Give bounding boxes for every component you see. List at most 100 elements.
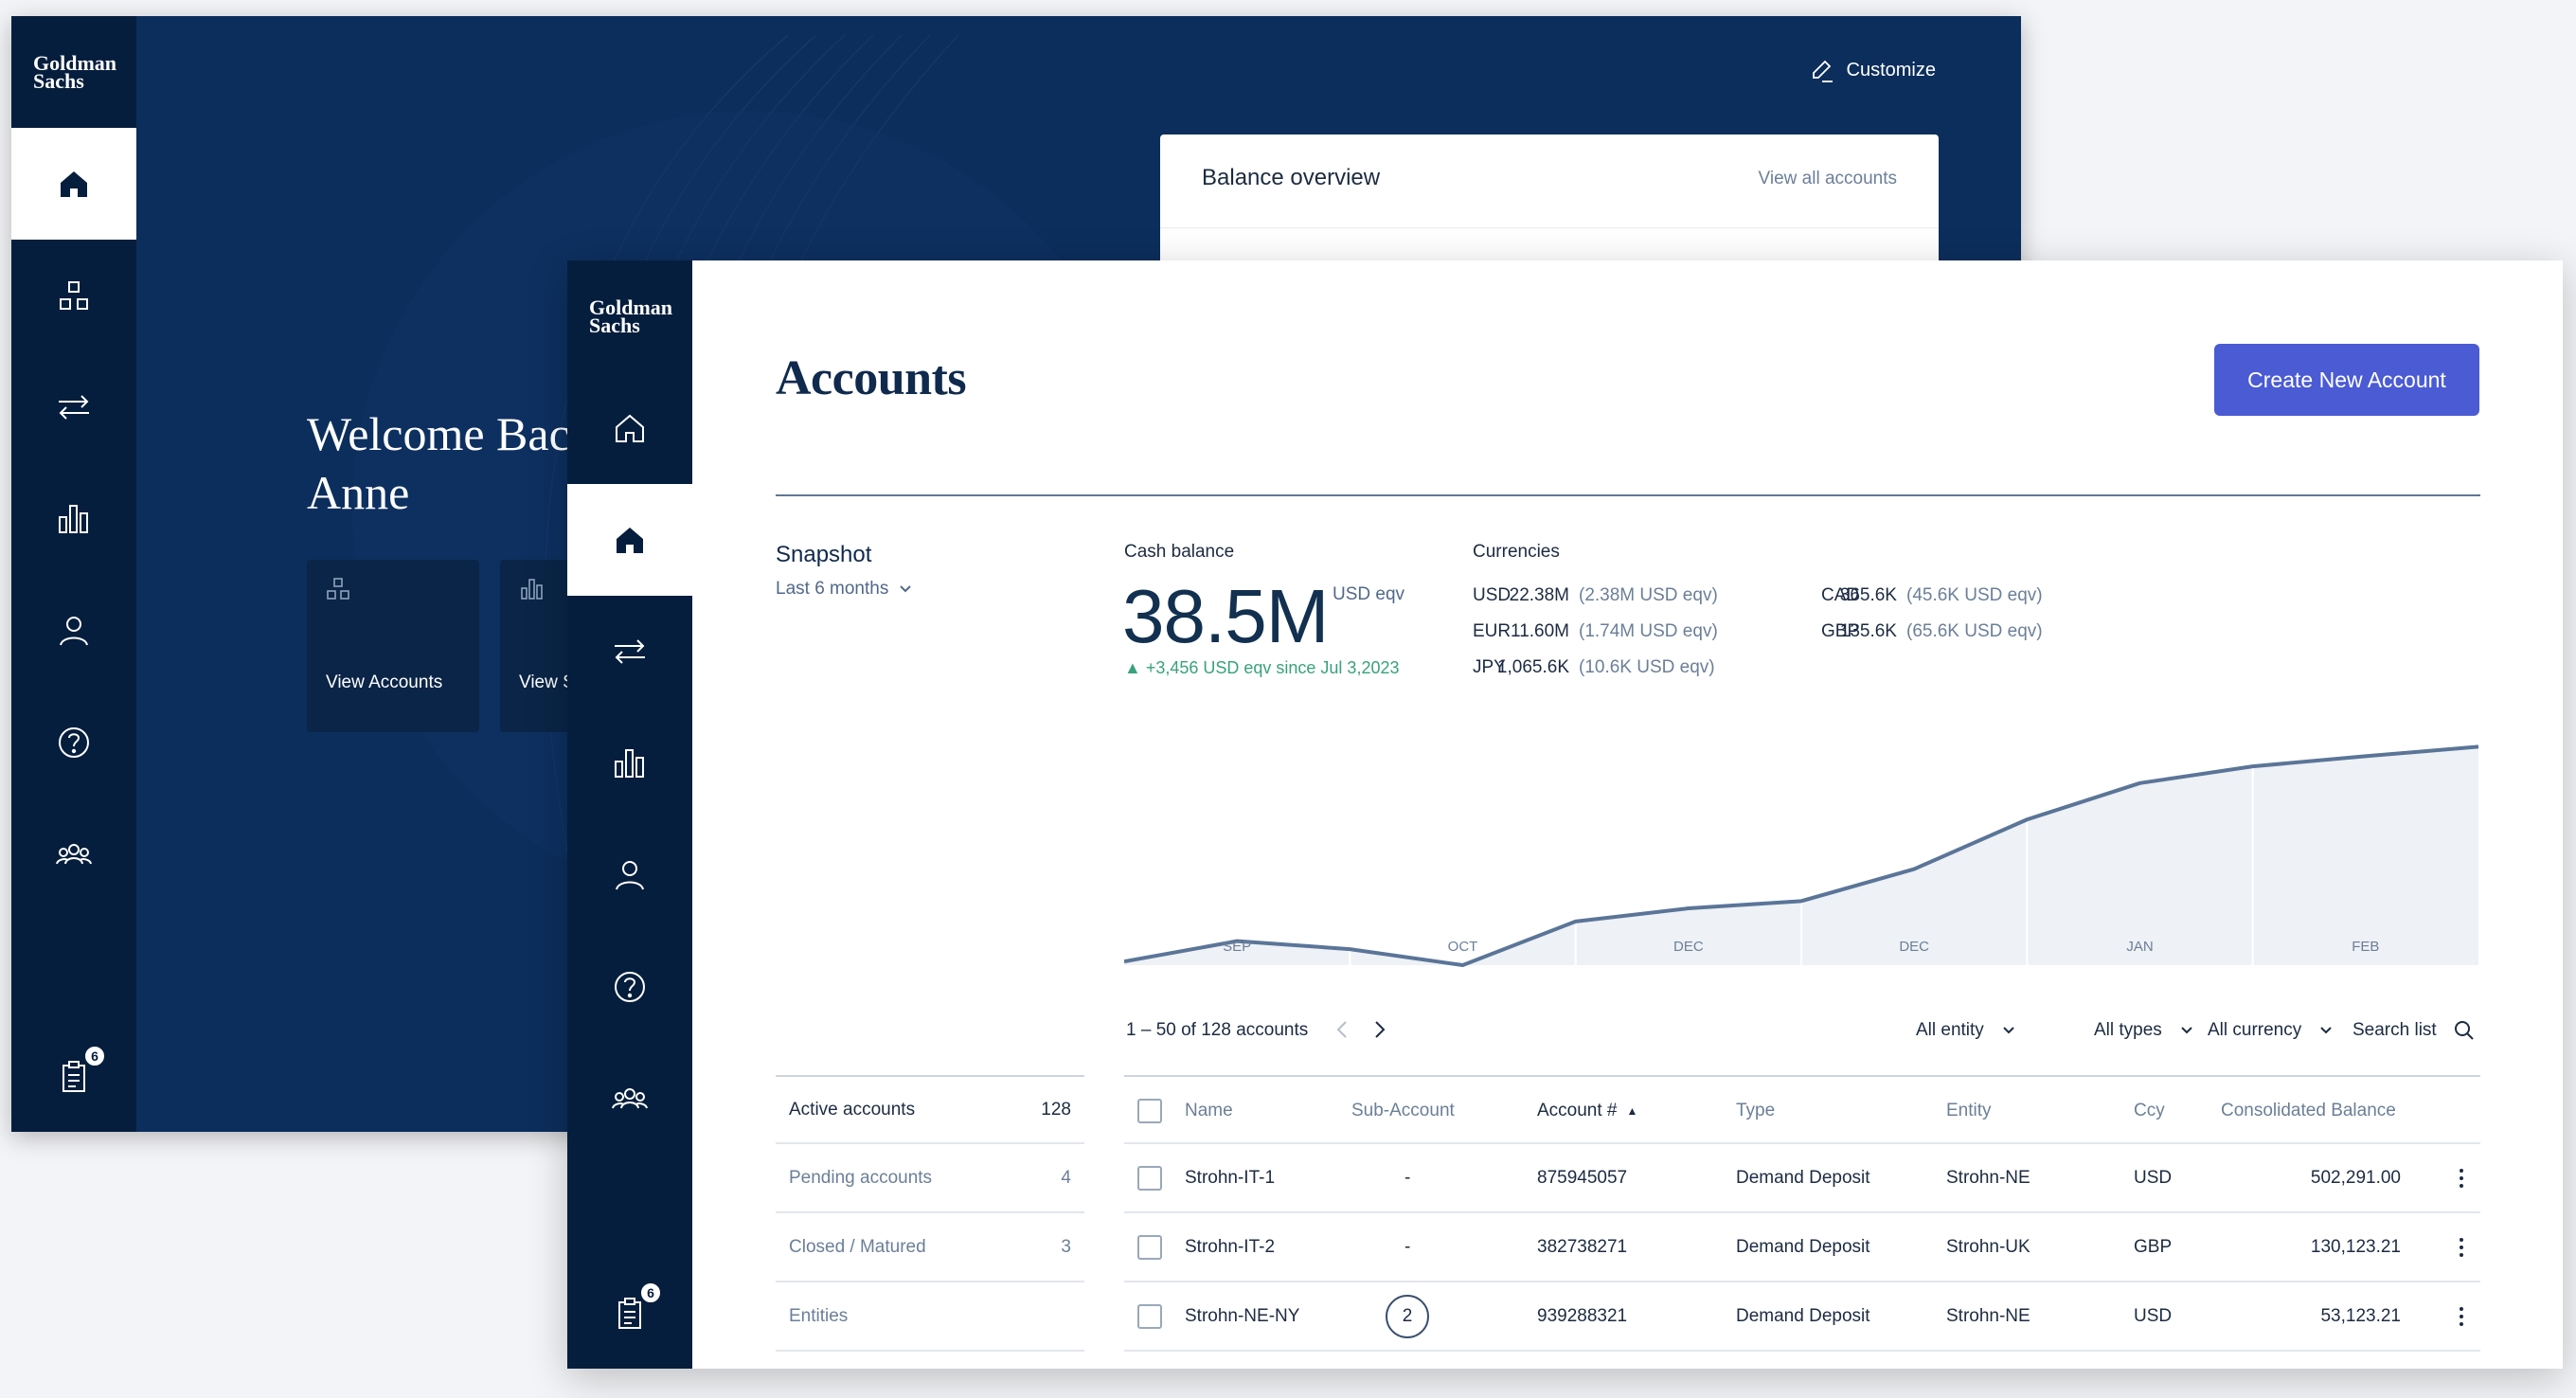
nav-team[interactable] <box>567 1043 692 1155</box>
help-icon <box>615 972 645 1002</box>
entity-filter-dropdown[interactable]: All entity <box>1916 1020 2016 1041</box>
help-icon <box>59 727 89 758</box>
account-name[interactable]: Strohn-NE-NY <box>1185 1305 1300 1326</box>
create-new-account-button[interactable]: Create New Account <box>2214 344 2479 416</box>
chart-area-fill <box>1124 746 2478 965</box>
chart-x-tick-label: SEP <box>1223 939 1251 955</box>
search-list-input[interactable]: Search list <box>2352 1020 2475 1041</box>
goldman-sachs-logo[interactable]: Goldman Sachs <box>589 296 673 337</box>
currency-code: CAD <box>1821 585 1860 605</box>
nav-profile[interactable] <box>567 819 692 931</box>
snapshot-range-dropdown[interactable]: Last 6 months <box>776 579 913 600</box>
account-balance: 130,123.21 <box>2310 1236 2401 1257</box>
pencil-icon <box>1812 60 1833 82</box>
statements-icon <box>521 579 543 600</box>
currency-code: EUR <box>1473 621 1512 641</box>
accounts-table: Name Sub-Account Account # ▲ Type Entity … <box>1124 1075 2480 1352</box>
nav-reports[interactable] <box>567 708 692 819</box>
column-sub-account[interactable]: Sub-Account <box>1351 1100 1455 1120</box>
side-item-pending-accounts[interactable]: Pending accounts 4 <box>776 1144 1084 1213</box>
sort-ascending-icon: ▲ <box>1626 1103 1638 1118</box>
goldman-sachs-logo[interactable]: Goldman Sachs <box>33 51 117 93</box>
currency-amount: 135.6K <box>1839 621 1897 641</box>
account-ccy: USD <box>2134 1167 2173 1188</box>
account-ccy: USD <box>2134 1305 2173 1326</box>
nav-help[interactable] <box>11 687 136 798</box>
view-accounts-tile[interactable]: View Accounts <box>307 560 479 732</box>
team-icon <box>612 1088 648 1109</box>
page-title: Accounts <box>776 351 967 405</box>
nav-transfers[interactable] <box>11 351 136 463</box>
table-row[interactable]: Strohn-IT-2 - 382738271 Demand Deposit S… <box>1124 1213 2480 1282</box>
account-number: 382738271 <box>1537 1236 1628 1257</box>
side-item-closed-matured[interactable]: Closed / Matured 3 <box>776 1213 1084 1282</box>
user-icon <box>60 617 88 646</box>
account-balance: 53,123.21 <box>2320 1305 2401 1326</box>
chart-x-tick-label: DEC <box>1899 939 1929 955</box>
table-row[interactable]: Strohn-IT-1 - 875945057 Demand Deposit S… <box>1124 1144 2480 1213</box>
table-row[interactable]: Strohn-NE-NY 2 939288321 Demand Deposit … <box>1124 1282 2480 1352</box>
welcome-heading: Welcome Bac Anne <box>307 407 570 519</box>
side-item-active-accounts[interactable]: Active accounts 128 <box>776 1075 1084 1144</box>
types-filter-label: All types <box>2094 1020 2162 1040</box>
column-consolidated-balance[interactable]: Consolidated Balance <box>2221 1100 2396 1120</box>
account-name[interactable]: Strohn-IT-1 <box>1185 1167 1276 1188</box>
row-menu-button[interactable] <box>2450 1237 2473 1258</box>
sub-account-count-badge[interactable]: 2 <box>1386 1294 1429 1338</box>
row-menu-button[interactable] <box>2450 1168 2473 1189</box>
row-checkbox[interactable] <box>1137 1234 1162 1260</box>
notification-badge: 6 <box>83 1045 106 1067</box>
side-item-count: 128 <box>1041 1099 1071 1120</box>
notification-badge: 6 <box>639 1282 662 1304</box>
currencies-label: Currencies <box>1473 542 1560 562</box>
customize-button[interactable]: Customize <box>1809 58 1936 82</box>
nav-reports[interactable] <box>11 463 136 575</box>
column-account-number[interactable]: Account # ▲ <box>1537 1100 1638 1120</box>
row-menu-button[interactable] <box>2450 1306 2473 1327</box>
nav-accounts[interactable] <box>11 240 136 351</box>
currency-eqv: (65.6K USD eqv) <box>1906 621 2043 641</box>
currency-eqv: (10.6K USD eqv) <box>1579 657 1715 677</box>
currency-filter-dropdown[interactable]: All currency <box>2208 1020 2334 1041</box>
column-name[interactable]: Name <box>1185 1100 1233 1120</box>
nav-team[interactable] <box>11 798 136 910</box>
account-name[interactable]: Strohn-IT-2 <box>1185 1236 1276 1257</box>
nav-home[interactable] <box>567 372 692 484</box>
select-all-checkbox[interactable] <box>1137 1098 1162 1123</box>
chart-x-tick-label: FEB <box>2352 939 2379 955</box>
clipboard-icon <box>63 1061 85 1092</box>
account-entity: Strohn-NE <box>1946 1305 2030 1326</box>
account-status-list: Active accounts 128 Pending accounts 4 C… <box>776 1075 1084 1352</box>
side-item-label: Entities <box>789 1305 849 1326</box>
side-item-entities[interactable]: Entities <box>776 1282 1084 1352</box>
back-sidebar: Goldman Sachs 6 <box>11 16 136 1132</box>
account-type: Demand Deposit <box>1736 1305 1870 1326</box>
nav-accounts-active[interactable] <box>567 484 692 596</box>
prev-page-button[interactable] <box>1329 1016 1355 1043</box>
title-divider <box>776 494 2480 496</box>
chart-icon <box>615 749 644 778</box>
nav-tasks[interactable]: 6 <box>11 1020 136 1132</box>
types-filter-dropdown[interactable]: All types <box>2094 1020 2194 1041</box>
transfer-icon <box>615 639 645 664</box>
column-type[interactable]: Type <box>1736 1100 1776 1120</box>
cash-balance-label: Cash balance <box>1124 542 1235 562</box>
account-entity: Strohn-NE <box>1946 1167 2030 1188</box>
front-sidebar: Goldman Sachs 6 <box>567 260 692 1369</box>
nav-transfers[interactable] <box>567 596 692 708</box>
next-page-button[interactable] <box>1367 1016 1393 1043</box>
cash-balance-chart: SEP OCT DEC DEC JAN FEB <box>1124 725 2478 967</box>
nav-home[interactable] <box>11 128 136 240</box>
row-checkbox[interactable] <box>1137 1165 1162 1191</box>
nav-help[interactable] <box>567 931 692 1043</box>
column-entity[interactable]: Entity <box>1946 1100 1992 1120</box>
transfer-icon <box>59 395 89 420</box>
nav-tasks[interactable]: 6 <box>567 1257 692 1369</box>
clipboard-icon <box>618 1298 641 1329</box>
nav-profile[interactable] <box>11 575 136 687</box>
currency-amount: 1,065.6K <box>1496 657 1569 677</box>
row-checkbox[interactable] <box>1137 1303 1162 1329</box>
account-balance: 502,291.00 <box>2310 1167 2401 1188</box>
column-ccy[interactable]: Ccy <box>2134 1100 2165 1120</box>
view-all-accounts-link[interactable]: View all accounts <box>1758 169 1897 188</box>
